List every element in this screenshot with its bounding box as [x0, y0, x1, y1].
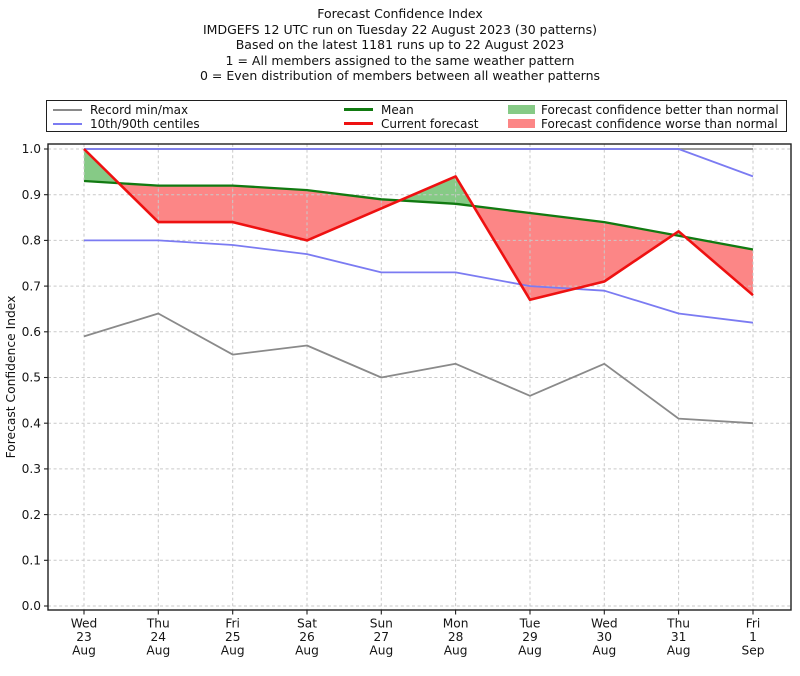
legend-item-mean: Mean: [344, 102, 414, 117]
subtitle-scale-one: 1 = All members assigned to the same wea…: [225, 52, 575, 68]
x-tick-label: 1: [749, 630, 757, 644]
x-tick-label: Aug: [369, 644, 393, 658]
record-minmax-line-swatch: [53, 108, 82, 111]
legend-label: Mean: [381, 102, 414, 117]
x-tick-label: 26: [299, 630, 315, 644]
x-tick-label: Aug: [72, 644, 96, 658]
legend-label: Forecast confidence better than normal: [541, 102, 779, 117]
legend-label: Record min/max: [90, 102, 189, 117]
plot-frame: [47, 143, 792, 611]
current-line: [83, 148, 754, 302]
x-tick-label: Wed: [591, 617, 618, 631]
x-tick-label: Aug: [295, 644, 319, 658]
x-tick-label: Aug: [221, 644, 245, 658]
x-tick-label: Aug: [146, 644, 170, 658]
subtitle-basis: Based on the latest 1181 runs up to 22 A…: [235, 37, 565, 52]
legend-item-record-minmax: Record min/max: [53, 102, 189, 117]
x-tick-label: 30: [597, 630, 613, 644]
x-tick-label: Aug: [444, 644, 468, 658]
fill-worse-than-normal: [530, 213, 605, 300]
x-tick-label: Tue: [519, 617, 541, 631]
x-tick-label: 31: [671, 630, 687, 644]
x-tick-label: Aug: [592, 644, 616, 658]
mean-line: [83, 179, 754, 251]
x-tick-label: 29: [522, 630, 538, 644]
x-tick-label: Thu: [666, 617, 690, 631]
y-tick-label: 0.7: [22, 279, 41, 293]
y-tick-label: 0.4: [22, 416, 42, 430]
y-tick-label: 0.8: [22, 234, 41, 248]
y-tick-label: 0.9: [22, 188, 41, 202]
x-tick-label: 28: [448, 630, 464, 644]
x-tick-label: 27: [374, 630, 390, 644]
better-than-normal-patch-swatch: [508, 105, 535, 114]
chart-legend: Record min/max 10th/90th centiles Mean C…: [46, 100, 787, 132]
subtitle-scale-zero: 0 = Even distribution of members between…: [199, 68, 601, 83]
y-axis-label: Forecast Confidence Index: [4, 295, 18, 459]
y-tick-label: 0.6: [22, 325, 41, 339]
p10-line: [84, 239, 754, 324]
x-tick-label: Sep: [742, 644, 765, 658]
worse-than-normal-patch-swatch: [508, 119, 535, 128]
legend-label: Current forecast: [381, 116, 479, 131]
subtitle-run-info: IMDGEFS 12 UTC run on Tuesday 22 August …: [203, 21, 597, 37]
x-tick-label: Sat: [297, 617, 317, 631]
y-tick-label: 0.5: [22, 371, 41, 385]
y-tick-label: 0.1: [22, 554, 41, 568]
current-forecast-line-swatch: [344, 122, 373, 125]
fill-worse-than-normal: [158, 185, 233, 223]
mean-line-swatch: [344, 108, 373, 111]
x-tick-label: Sun: [370, 617, 393, 631]
x-tick-label: Fri: [225, 617, 240, 631]
legend-item-centiles: 10th/90th centiles: [53, 116, 200, 131]
y-tick-label: 0.3: [22, 462, 41, 476]
x-tick-label: Thu: [146, 617, 170, 631]
legend-item-better-than-normal: Forecast confidence better than normal: [508, 102, 779, 117]
fill-worse-than-normal: [604, 222, 674, 282]
x-tick-label: Aug: [518, 644, 542, 658]
title-block: Forecast Confidence Index IMDGEFS 12 UTC…: [0, 6, 800, 84]
x-tick-label: Aug: [667, 644, 691, 658]
x-tick-label: Wed: [71, 617, 98, 631]
y-tick-label: 0.2: [22, 508, 41, 522]
centiles-line-swatch: [53, 122, 82, 125]
legend-item-current-forecast: Current forecast: [344, 116, 479, 131]
x-tick-label: 25: [225, 630, 241, 644]
x-tick-label: 24: [151, 630, 167, 644]
y-tick-label: 0.0: [22, 599, 41, 613]
x-tick-label: 23: [76, 630, 92, 644]
fill-worse-than-normal: [307, 190, 382, 241]
y-tick-label: 1.0: [22, 142, 41, 156]
x-tick-label: Fri: [746, 617, 761, 631]
legend-label: Forecast confidence worse than normal: [541, 116, 778, 131]
p90-line: [84, 148, 754, 178]
record-min-line: [83, 312, 754, 425]
chart-title: Forecast Confidence Index: [317, 6, 483, 21]
fill-worse-than-normal: [232, 185, 307, 241]
x-tick-label: Mon: [443, 617, 469, 631]
legend-label: 10th/90th centiles: [90, 116, 200, 131]
legend-item-worse-than-normal: Forecast confidence worse than normal: [508, 116, 778, 131]
